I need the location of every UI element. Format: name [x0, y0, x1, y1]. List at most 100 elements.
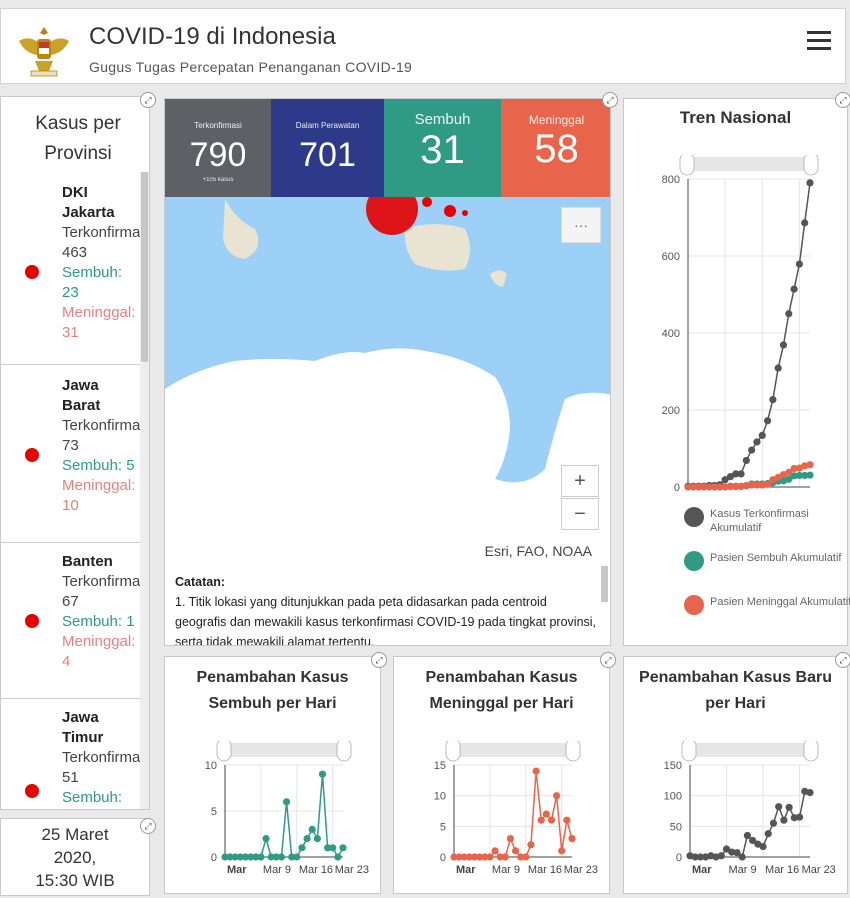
province-confirmed: Terkonfirmasi: 51 — [62, 749, 150, 786]
data-point — [547, 816, 556, 824]
data-point — [288, 853, 296, 861]
legend-dot-icon — [684, 551, 704, 571]
expand-icon[interactable]: ⤢ — [371, 652, 387, 668]
data-point — [763, 480, 772, 488]
new-cases-daily-chart[interactable]: 0 50 100 150 Mar Mar 9 Mar 16 Mar 23 — [624, 741, 849, 891]
data-point — [506, 835, 515, 843]
x-tick-label: Mar 16 — [765, 864, 799, 876]
list-item[interactable]: Jawa Timur Terkonfirmasi: 51 Sembuh: — [1, 700, 150, 809]
data-point — [318, 770, 327, 778]
data-point — [742, 456, 750, 465]
x-tick-label: Mar 16 — [528, 864, 562, 876]
data-point — [806, 461, 814, 469]
data-point — [785, 803, 793, 811]
status-dot-icon — [25, 614, 39, 628]
range-slider — [450, 743, 576, 757]
data-point — [553, 792, 561, 800]
y-tick-label: 0 — [211, 852, 217, 864]
x-tick-label: Mar 9 — [729, 864, 757, 876]
province-confirmed: Terkonfirmasi: 67 — [62, 573, 150, 610]
x-tick-label: Mar 23 — [564, 864, 598, 876]
y-tick-label: 15 — [434, 760, 446, 772]
data-point — [732, 470, 740, 478]
confirmed-stat-card: Terkonfirmasi 790 +105 kasus — [165, 99, 271, 197]
series-line — [454, 771, 573, 858]
zoom-out-button[interactable]: − — [561, 498, 599, 530]
list-item[interactable]: DKI Jakarta Terkonfirmasi: 463 Sembuh: 2… — [1, 175, 150, 365]
data-point — [743, 831, 751, 840]
x-tick-label: Mar — [456, 864, 476, 876]
data-point — [758, 431, 766, 440]
new-cases-daily-panel: Penambahan Kasus Baru per Hari 0 50 100 150… — [623, 656, 848, 894]
hamburger-menu-icon[interactable] — [807, 31, 831, 53]
expand-icon[interactable]: ⤢ — [835, 92, 850, 108]
data-point — [728, 848, 736, 856]
data-point — [537, 816, 545, 824]
deaths-daily-chart[interactable]: 0 5 10 15 Mar Mar 9 Mar 16 Mar 23 — [394, 741, 611, 891]
legend-dot-icon — [684, 507, 704, 527]
data-point — [486, 853, 494, 861]
data-point — [282, 798, 291, 806]
data-point — [511, 847, 520, 855]
data-point — [801, 471, 809, 480]
expand-icon[interactable]: ⤢ — [835, 652, 850, 668]
data-point — [267, 853, 275, 861]
slider-handle-left — [216, 741, 232, 762]
data-point — [272, 853, 280, 861]
data-point — [726, 473, 735, 481]
data-point — [450, 853, 458, 861]
data-point — [491, 847, 499, 855]
data-point — [684, 483, 692, 491]
series-line — [689, 790, 811, 859]
data-point — [806, 179, 814, 187]
data-point — [460, 853, 468, 861]
data-point — [527, 841, 535, 849]
list-item[interactable]: Banten Terkonfirmasi: 67 Sembuh: 1 Menin… — [1, 544, 150, 699]
list-scrollbar-thumb[interactable] — [141, 172, 148, 362]
recovered-daily-chart[interactable]: 0 5 10 Mar Mar 9 Mar 16 Mar 23 — [165, 741, 382, 891]
data-point — [481, 853, 489, 861]
deaths-count: 58 — [534, 127, 579, 171]
expand-icon[interactable]: ⤢ — [600, 652, 616, 668]
province-confirmed: Terkonfirmasi: 73 — [62, 417, 150, 454]
data-point — [257, 853, 265, 861]
list-item[interactable]: Jawa Barat Terkonfirmasi: 73 Sembuh: 5 M… — [1, 368, 150, 543]
data-point — [700, 483, 708, 491]
data-point — [795, 471, 803, 480]
province-name: DKI Jakarta — [62, 184, 115, 221]
expand-icon[interactable]: ⤢ — [140, 92, 156, 108]
x-tick-label: Mar 9 — [492, 864, 520, 876]
range-slider — [221, 743, 347, 757]
data-point — [313, 835, 321, 843]
data-point — [806, 471, 814, 479]
more-options-button[interactable]: ··· — [561, 207, 601, 243]
data-point — [563, 816, 571, 824]
y-tick-label: 0 — [440, 852, 446, 864]
x-tick-label: Mar 16 — [299, 864, 333, 876]
zoom-in-button[interactable]: + — [561, 465, 599, 497]
slider-handle-left — [679, 155, 695, 176]
province-deaths: Meninggal: 4 — [62, 633, 136, 670]
page-subtitle: Gugus Tugas Percepatan Penanganan COVID-… — [89, 59, 413, 75]
list-scrollbar[interactable] — [140, 172, 149, 809]
data-point — [733, 849, 741, 857]
data-point — [801, 219, 809, 227]
province-confirmed: Terkonfirmasi: 463 — [62, 224, 150, 261]
data-point — [806, 789, 814, 797]
notes-scrollbar[interactable] — [601, 566, 608, 602]
chart-title: Penambahan Kasus Meninggal per Hari — [425, 669, 578, 712]
expand-icon[interactable]: ⤢ — [140, 818, 156, 834]
slider-handle-right — [803, 741, 819, 762]
national-trend-chart[interactable]: 0 200 400 600 800 — [624, 155, 849, 555]
series-line — [688, 182, 811, 487]
legend-item-confirmed: Kasus Terkonfirmasi Akumulatif — [684, 507, 850, 535]
data-point — [749, 836, 757, 845]
national-trend-panel: Tren Nasional 0 200 400 600 800 Kasus Terkon… — [623, 98, 850, 646]
data-point — [763, 417, 772, 425]
province-deaths: Meninggal: 10 — [62, 477, 136, 514]
y-tick-label: 0 — [674, 482, 680, 494]
data-point — [790, 814, 798, 822]
slider-handle-right — [565, 741, 581, 762]
expand-icon[interactable]: ⤢ — [602, 92, 618, 108]
data-point — [774, 473, 782, 481]
